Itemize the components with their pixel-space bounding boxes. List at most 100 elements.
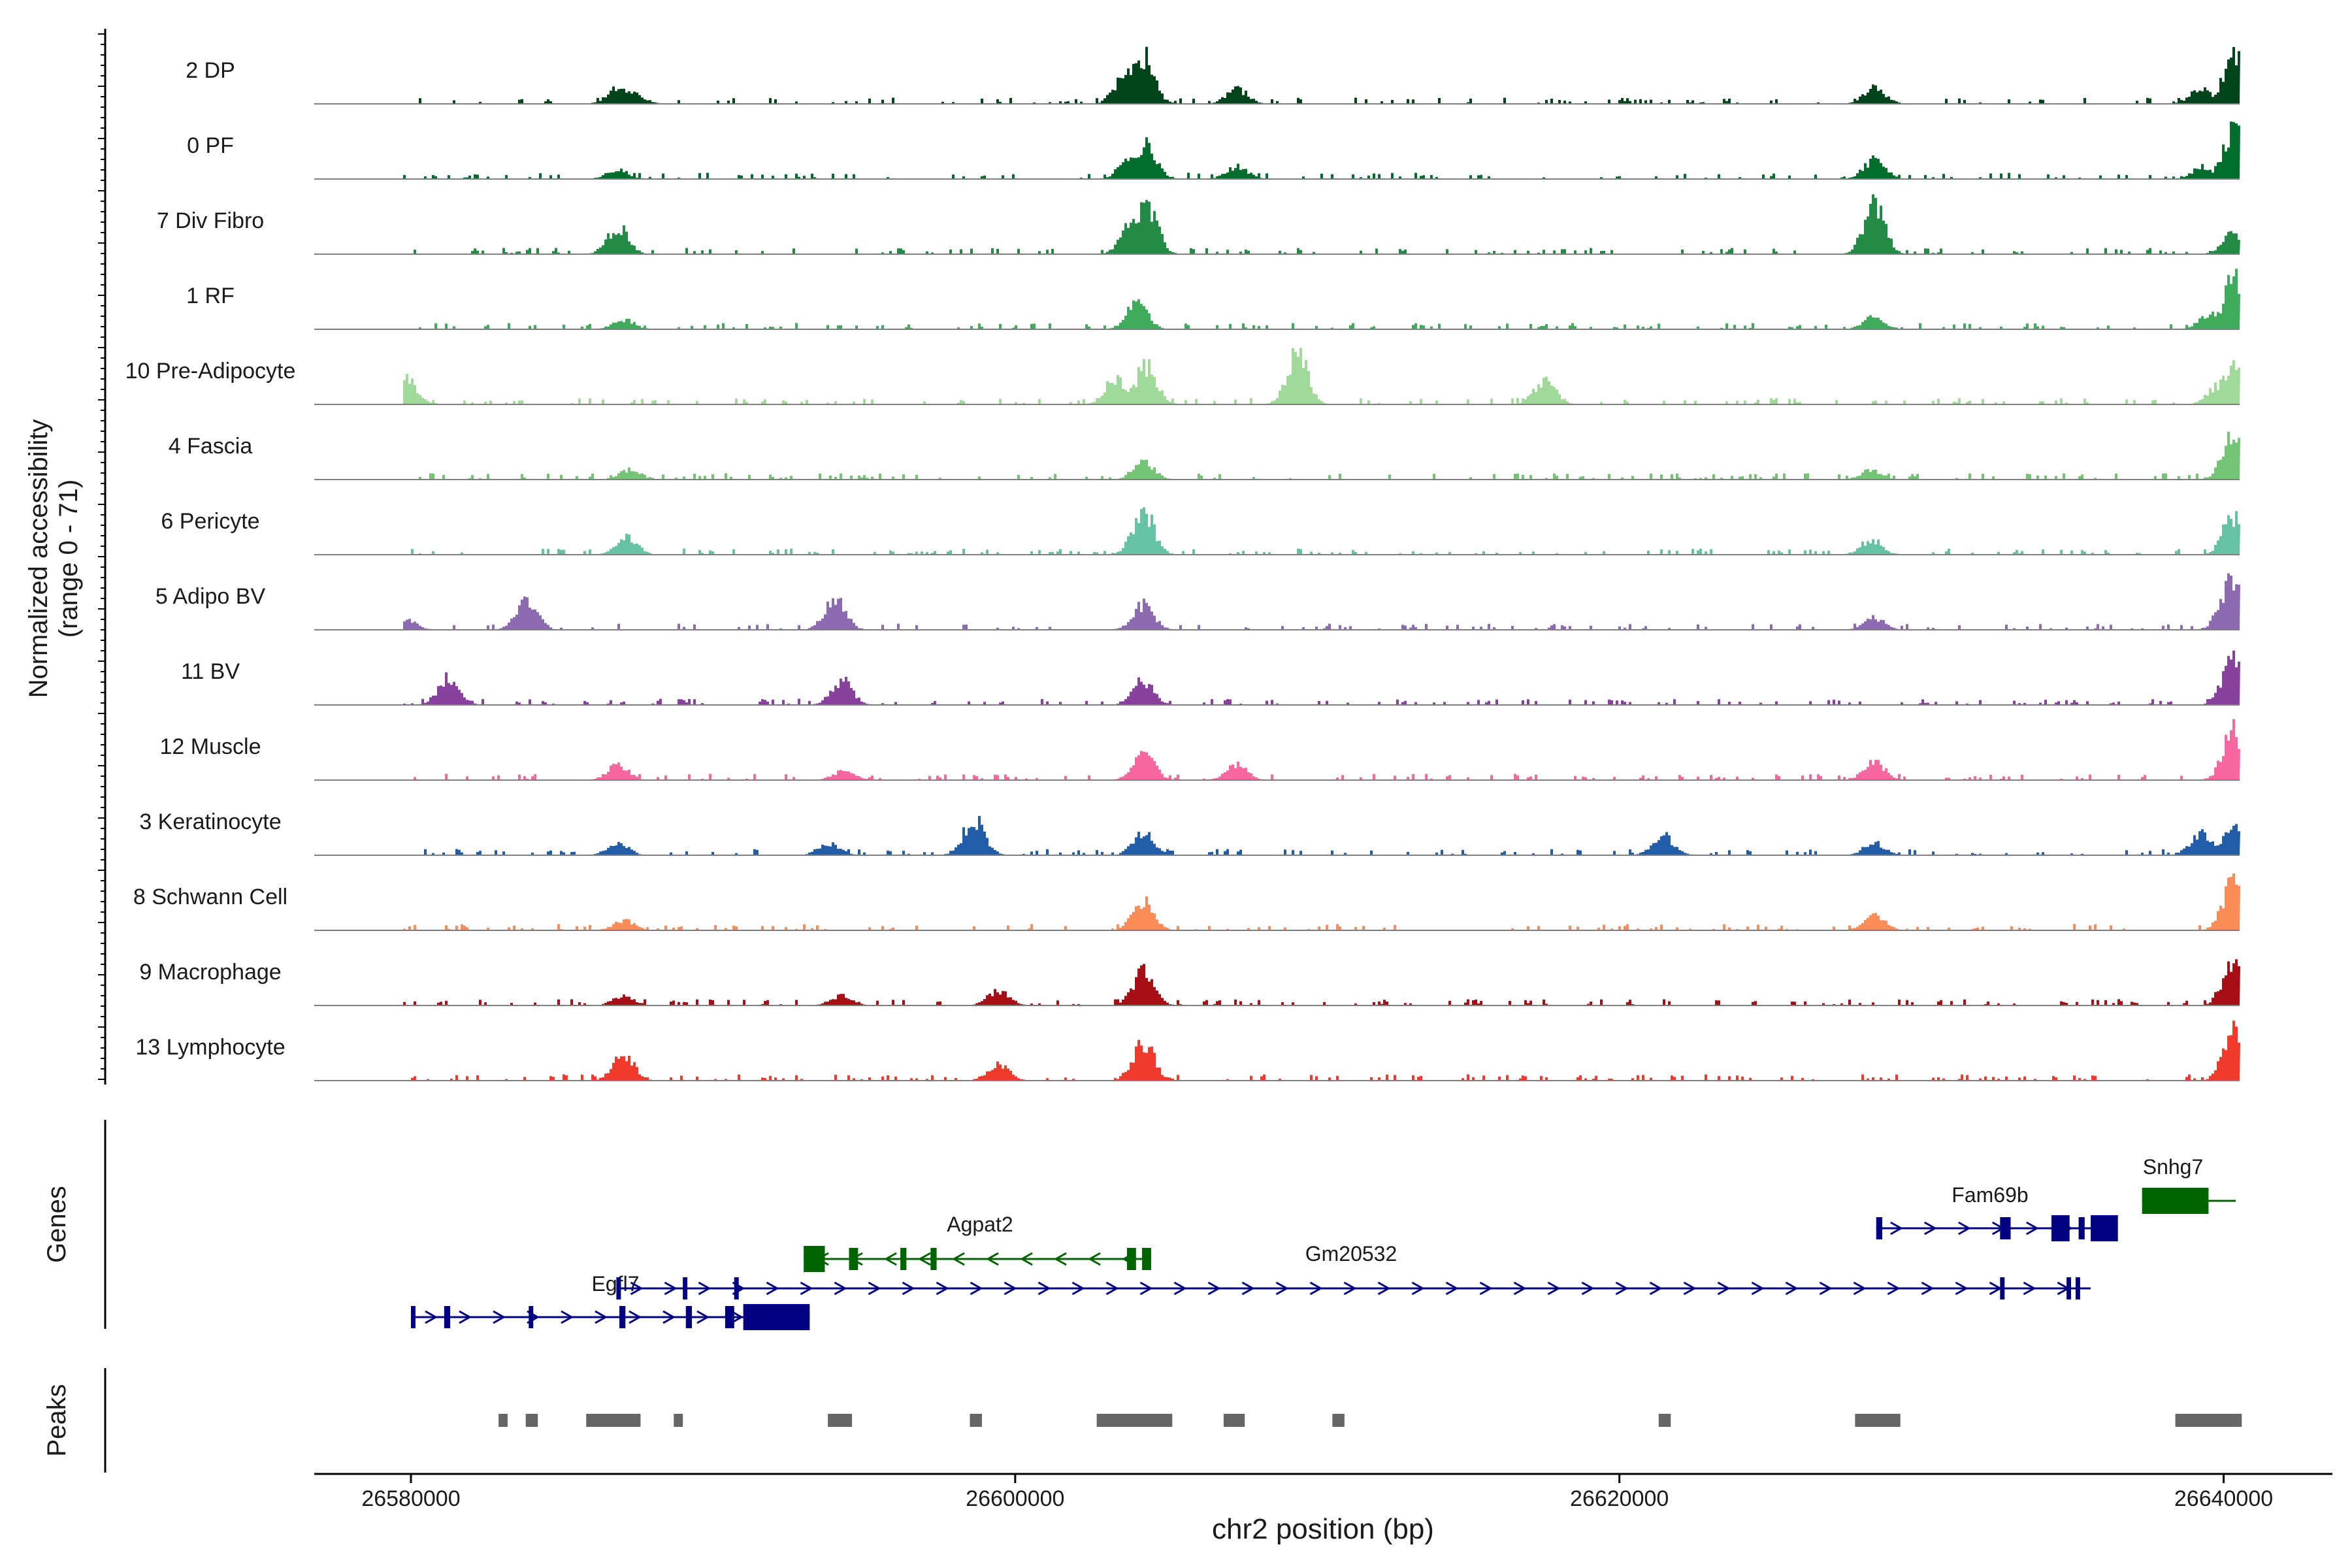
track-label: 9 Macrophage bbox=[139, 960, 281, 985]
strand-chevron bbox=[2023, 1281, 2036, 1296]
strand-chevron bbox=[595, 1310, 608, 1324]
gene-agpat2: Agpat2 bbox=[804, 1213, 1151, 1272]
strand-chevron bbox=[1241, 1281, 1255, 1296]
track-11-bv: 11 BV bbox=[181, 650, 2240, 706]
gene-exon bbox=[529, 1306, 534, 1328]
x-tick-label: 26600000 bbox=[966, 1486, 1064, 1511]
strand-chevron bbox=[952, 1252, 965, 1266]
strand-chevron bbox=[730, 1310, 744, 1324]
track-9-macrophage: 9 Macrophage bbox=[139, 959, 2240, 1006]
gene-label: Fam69b bbox=[1952, 1183, 2028, 1207]
strand-chevron bbox=[1479, 1281, 1493, 1296]
peak-regions bbox=[498, 1414, 2242, 1427]
track-12-muscle: 12 Muscle bbox=[160, 719, 2240, 781]
x-tick-label: 26620000 bbox=[1570, 1486, 1669, 1511]
strand-chevron bbox=[918, 1252, 931, 1266]
track-0-pf: 0 PF bbox=[187, 122, 2240, 180]
strand-chevron bbox=[1054, 1252, 1067, 1266]
strand-chevron bbox=[1819, 1281, 1833, 1296]
gene-exon bbox=[444, 1306, 451, 1328]
y-axis-title: Normalized accessibility bbox=[24, 419, 53, 698]
track-13-lymphocyte: 13 Lymphocyte bbox=[135, 1021, 2240, 1081]
peak-region bbox=[2175, 1414, 2242, 1427]
track-label: 0 PF bbox=[187, 133, 234, 158]
gene-exon bbox=[685, 1306, 693, 1328]
gene-snhg7: Snhg7 bbox=[2142, 1155, 2236, 1214]
gene-label: Gm20532 bbox=[1305, 1242, 1397, 1266]
strand-chevron bbox=[1958, 1221, 1971, 1235]
strand-chevron bbox=[1343, 1281, 1357, 1296]
strand-chevron bbox=[1004, 1281, 1017, 1296]
peak-region bbox=[498, 1414, 508, 1427]
peak-region bbox=[828, 1414, 853, 1427]
gene-label: Agpat2 bbox=[947, 1213, 1013, 1236]
gene-exon bbox=[619, 1306, 626, 1328]
strand-chevron bbox=[2026, 1221, 2039, 1235]
coverage-y-axis bbox=[98, 29, 106, 1085]
strand-chevron bbox=[1887, 1281, 1901, 1296]
gene-exon bbox=[900, 1248, 907, 1270]
gene-exon bbox=[2091, 1215, 2118, 1241]
x-axis-title: chr2 position (bp) bbox=[1212, 1513, 1434, 1545]
gene-exon bbox=[734, 1277, 739, 1299]
track-8-schwann-cell: 8 Schwann Cell bbox=[133, 874, 2240, 931]
peak-region bbox=[674, 1414, 683, 1427]
strand-chevron bbox=[459, 1310, 472, 1324]
strand-chevron bbox=[1377, 1281, 1391, 1296]
track-1-rf: 1 RF bbox=[186, 269, 2240, 330]
x-axis-ticks: 26580000 26600000 26620000 26640000 bbox=[361, 1474, 2273, 1511]
track-3-keratinocyte: 3 Keratinocyte bbox=[139, 809, 2240, 856]
x-tick-label: 26580000 bbox=[361, 1486, 460, 1511]
strand-chevron bbox=[1411, 1281, 1425, 1296]
gene-exon bbox=[2066, 1277, 2072, 1299]
coverage-tracks: 2 DP 0 PF 7 Div Fibro 1 RF 10 Pre-Adipocyte 4… bbox=[125, 46, 2240, 1081]
strand-chevron bbox=[630, 1281, 644, 1296]
strand-chevron bbox=[1173, 1281, 1187, 1296]
gene-exon bbox=[1876, 1217, 1882, 1239]
peak-region bbox=[1223, 1414, 1245, 1427]
gene-exon bbox=[683, 1277, 688, 1299]
track-label: 2 DP bbox=[186, 58, 235, 83]
strand-chevron bbox=[986, 1252, 999, 1266]
strand-chevron bbox=[425, 1310, 438, 1324]
strand-chevron bbox=[884, 1252, 897, 1266]
strand-chevron bbox=[1924, 1221, 1937, 1235]
strand-chevron bbox=[662, 1310, 676, 1324]
gene-exon bbox=[616, 1277, 621, 1299]
strand-chevron bbox=[1955, 1281, 1968, 1296]
strand-chevron bbox=[1309, 1281, 1323, 1296]
strand-chevron bbox=[696, 1310, 710, 1324]
peaks-track-label: Peaks bbox=[42, 1384, 71, 1456]
strand-chevron bbox=[1853, 1281, 1867, 1296]
track-label: 4 Fascia bbox=[169, 434, 253, 459]
peak-region bbox=[1658, 1414, 1671, 1427]
strand-chevron bbox=[629, 1310, 642, 1324]
gene-exon bbox=[2075, 1277, 2080, 1299]
strand-chevron bbox=[766, 1281, 779, 1296]
gene-exon bbox=[804, 1246, 825, 1272]
track-2-dp: 2 DP bbox=[186, 46, 2240, 105]
peak-region bbox=[1855, 1414, 1901, 1427]
track-label: 1 RF bbox=[186, 284, 235, 308]
track-label: 3 Keratinocyte bbox=[139, 809, 281, 834]
coverage-y-ticks bbox=[98, 33, 105, 1080]
strand-chevron bbox=[1207, 1281, 1221, 1296]
track-5-adipo-bv: 5 Adipo BV bbox=[155, 573, 2240, 630]
strand-chevron bbox=[1921, 1281, 1935, 1296]
gene-label: Snhg7 bbox=[2143, 1155, 2204, 1179]
strand-chevron bbox=[936, 1281, 949, 1296]
gene-exon bbox=[1142, 1248, 1151, 1270]
gene-exon bbox=[1126, 1248, 1136, 1270]
strand-chevron bbox=[1139, 1281, 1153, 1296]
gene-exon bbox=[725, 1306, 734, 1328]
gene-exon bbox=[2078, 1217, 2085, 1239]
track-10-pre-adipocyte: 10 Pre-Adipocyte bbox=[125, 348, 2240, 405]
gene-exon bbox=[2000, 1217, 2011, 1239]
strand-chevron bbox=[1547, 1281, 1561, 1296]
strand-chevron bbox=[493, 1310, 506, 1324]
strand-chevron bbox=[1890, 1221, 1903, 1235]
track-label: 8 Schwann Cell bbox=[133, 885, 287, 909]
strand-chevron bbox=[1088, 1252, 1101, 1266]
gene-exon bbox=[743, 1304, 810, 1330]
strand-chevron bbox=[1445, 1281, 1459, 1296]
